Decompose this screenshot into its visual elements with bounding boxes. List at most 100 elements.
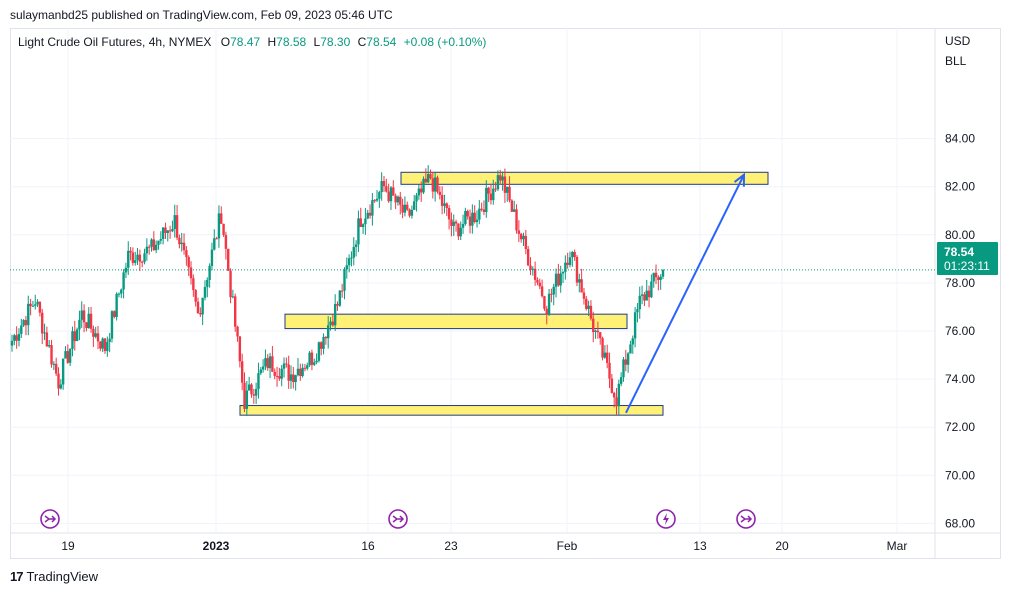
- candle-body: [336, 304, 339, 306]
- candle-body: [487, 187, 490, 194]
- candle-body: [596, 330, 600, 333]
- candle-body: [426, 174, 430, 183]
- zone-rect[interactable]: [284, 313, 628, 330]
- candle-body: [408, 209, 411, 216]
- candle-body: [582, 292, 586, 299]
- candle-body: [473, 212, 476, 223]
- arrow-head: [733, 172, 746, 187]
- candle-body: [127, 250, 130, 268]
- candle-body: [422, 178, 425, 193]
- candle-body: [327, 325, 330, 339]
- candle-body: [206, 279, 209, 287]
- candle-body: [157, 240, 160, 245]
- candle-body: [24, 320, 28, 326]
- candle-body: [43, 332, 46, 334]
- candle-body: [234, 296, 237, 327]
- candle-body: [331, 321, 335, 326]
- x-tick-label: Feb: [557, 539, 578, 553]
- candles: [10, 165, 665, 417]
- candle-body: [192, 278, 195, 291]
- zone-rect[interactable]: [400, 171, 769, 185]
- candle-body: [433, 177, 437, 192]
- candle-body: [452, 221, 455, 226]
- candle-body: [352, 246, 355, 258]
- candle-body: [657, 277, 660, 280]
- candle-body: [538, 282, 541, 287]
- candle-body: [299, 368, 302, 377]
- tradingview-brand: TradingView: [26, 569, 99, 584]
- dividend-split-icon[interactable]: [40, 509, 60, 529]
- candle-body: [399, 196, 402, 205]
- candle-body: [143, 253, 146, 262]
- x-tick-label: 20: [775, 539, 789, 553]
- chart-frame: [10, 28, 1001, 559]
- candle-body: [141, 261, 144, 263]
- candle-body: [373, 200, 376, 202]
- candle-body: [571, 251, 574, 258]
- footer-brand[interactable]: 17 TradingView: [10, 569, 98, 584]
- candle-body: [178, 237, 181, 245]
- y-tick-label: 78.00: [945, 276, 975, 290]
- candle-body: [543, 296, 546, 309]
- low-label: L: [313, 35, 321, 49]
- candle-body: [650, 281, 653, 298]
- candle-body: [10, 340, 14, 346]
- earnings-lightning-icon[interactable]: [656, 509, 676, 529]
- grid-lines: [10, 28, 935, 533]
- candle-body: [347, 258, 351, 266]
- candle-body: [652, 272, 655, 282]
- candle-body: [371, 200, 374, 216]
- bar-countdown: 01:23:11: [944, 259, 990, 273]
- candle-body: [85, 322, 88, 329]
- candle-body: [566, 262, 569, 265]
- dividend-split-icon[interactable]: [388, 509, 408, 529]
- candle-body: [80, 310, 83, 320]
- open-value: 78.47: [230, 35, 261, 49]
- candle-body: [48, 345, 51, 347]
- candle-body: [552, 286, 555, 295]
- candle-body: [201, 297, 204, 315]
- candle-body: [389, 187, 393, 202]
- candle-body: [592, 318, 595, 333]
- projection-arrow[interactable]: [625, 172, 746, 414]
- candle-body: [603, 352, 607, 358]
- y-tick-label: 82.00: [945, 180, 975, 194]
- y-tick-label: 76.00: [945, 324, 975, 338]
- y-tick-label: 68.00: [945, 516, 975, 530]
- candle-body: [626, 353, 630, 365]
- candle-body: [440, 194, 444, 206]
- zone-rect[interactable]: [239, 405, 664, 416]
- low-value: 78.30: [320, 35, 351, 49]
- candle-body: [189, 267, 193, 279]
- candle-body: [173, 215, 176, 229]
- candle-body: [310, 352, 314, 365]
- time-axis[interactable]: 19 2023 16 23 Feb 13 20 Mar: [61, 539, 907, 553]
- candle-body: [166, 230, 169, 233]
- candle-body: [194, 290, 197, 302]
- candle-body: [629, 344, 632, 354]
- price-axis[interactable]: 84.00 82.00 80.00 78.00 76.00 74.00 72.00 70.00…: [945, 132, 975, 531]
- candle-body: [92, 328, 95, 337]
- symbol-legend[interactable]: Light Crude Oil Futures, 4h, NYMEX O78.4…: [18, 35, 486, 49]
- candle-body: [436, 177, 439, 192]
- symbol-title[interactable]: Light Crude Oil Futures, 4h, NYMEX: [18, 35, 212, 49]
- candle-body: [457, 223, 460, 237]
- candle-body: [159, 239, 162, 241]
- candle-body: [220, 213, 223, 224]
- candle-body: [475, 219, 479, 223]
- candle-body: [313, 362, 316, 365]
- candle-body: [245, 390, 249, 409]
- candle-body: [45, 332, 49, 347]
- candle-body: [559, 273, 562, 286]
- candle-body: [343, 269, 346, 291]
- candle-body: [75, 329, 79, 342]
- candle-body: [631, 338, 634, 345]
- arrow-shaft[interactable]: [625, 174, 745, 414]
- candle-body: [354, 244, 358, 247]
- candle-body: [282, 363, 286, 369]
- event-markers[interactable]: [40, 509, 756, 529]
- dividend-split-icon[interactable]: [736, 509, 756, 529]
- candle-body: [87, 313, 90, 329]
- candle-body: [106, 341, 109, 352]
